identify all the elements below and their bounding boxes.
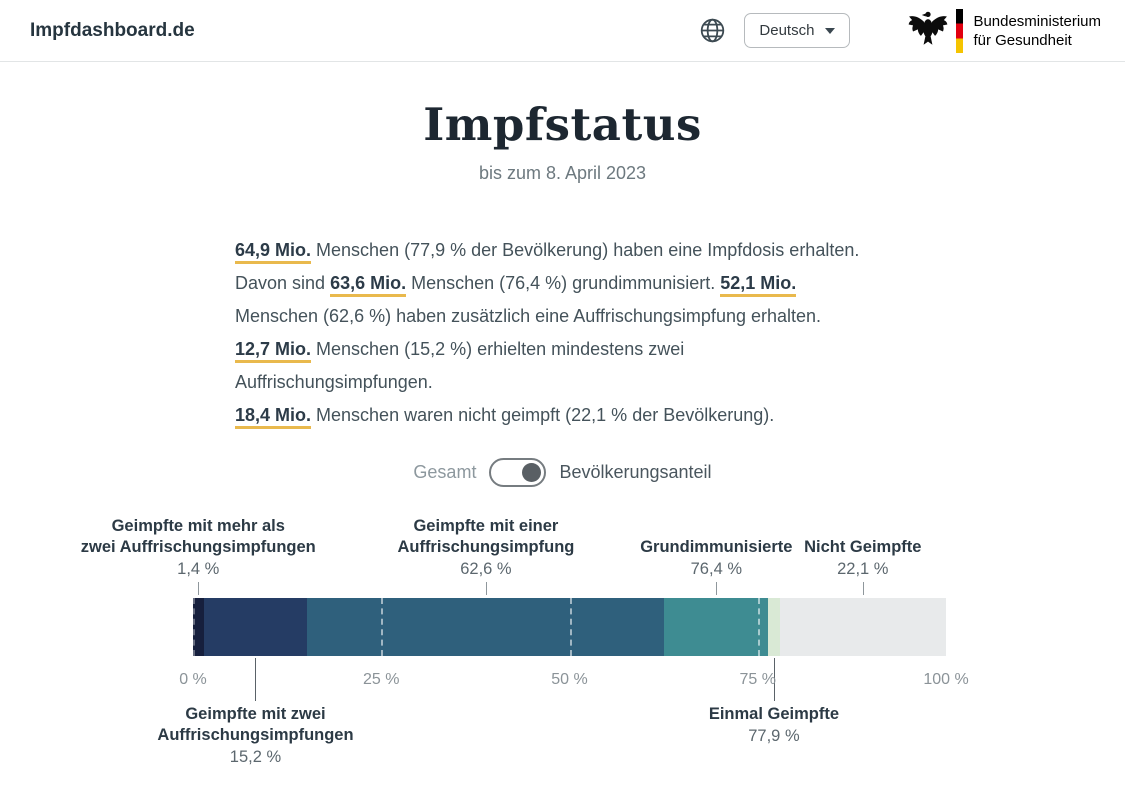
summary-segment: Davon sind <box>235 273 331 293</box>
toggle-switch[interactable] <box>489 458 547 487</box>
brand-logo[interactable]: Impfdashboard.de <box>30 19 195 41</box>
gridline <box>946 598 948 656</box>
axis-tick-label: 50 % <box>551 671 588 688</box>
highlighted-figure: 63,6 Mio. <box>330 273 407 297</box>
segment-tick <box>485 582 487 595</box>
summary-paragraph: 64,9 Mio. Menschen (77,9 % der Bevölkeru… <box>235 234 890 333</box>
segment-connector <box>773 658 775 701</box>
chevron-down-icon <box>825 27 836 34</box>
highlighted-figure: 18,4 Mio. <box>235 405 312 429</box>
vaccination-status-chart: Geimpfte mit mehr als zwei Auffrischungsi… <box>0 507 1125 779</box>
german-flag-bar <box>956 8 964 53</box>
segment-connector <box>255 658 257 701</box>
segment-label: Einmal Geimpfte 77,9 % <box>708 705 840 745</box>
main-content: Impfstatus bis zum 8. April 2023 64,9 Mi… <box>0 98 1125 779</box>
summary-segment: Menschen (77,9 % der Bevölkerung) haben … <box>311 240 860 260</box>
gridline <box>193 598 195 656</box>
chart-plot: Geimpfte mit mehr als zwei Auffrischungsi… <box>81 507 969 779</box>
ministry-logo: Bundesministerium für Gesundheit <box>906 6 1101 55</box>
bar-segment <box>307 598 665 656</box>
summary-segment: Menschen (76,4 %) grundimmunisiert. <box>406 273 721 293</box>
segment-tick <box>198 582 200 595</box>
globe-icon[interactable] <box>699 17 726 44</box>
bar-segment <box>664 598 769 656</box>
toggle-knob <box>522 463 542 482</box>
highlighted-figure: 52,1 Mio. <box>720 273 797 297</box>
summary-segment: Auffrischungsimpfungen. <box>235 372 433 392</box>
highlighted-figure: 12,7 Mio. <box>235 339 312 363</box>
ministry-name: Bundesministerium für Gesundheit <box>973 12 1101 49</box>
axis-tick-label: 25 % <box>363 671 400 688</box>
unit-toggle: Gesamt Bevölkerungsanteil <box>0 458 1125 487</box>
gridline <box>381 598 384 656</box>
header-right: Deutsch Bundesministerium für Gesundheit <box>699 6 1101 55</box>
summary-segment: Menschen waren nicht geimpft (22,1 % der… <box>311 405 775 425</box>
toggle-label-bevoelkerungsanteil: Bevölkerungsanteil <box>559 462 712 482</box>
axis-tick-label: 75 % <box>739 671 776 688</box>
bar-segment <box>779 598 946 656</box>
segment-label: Nicht Geimpfte 22,1 % <box>804 538 922 578</box>
segment-label: Geimpfte mit einer Auffrischungsimpfung 62… <box>397 517 575 578</box>
summary-segment: Menschen (62,6 %) haben zusätzlich eine … <box>235 306 822 326</box>
page-subtitle: bis zum 8. April 2023 <box>478 163 647 183</box>
language-selector[interactable]: Deutsch <box>744 13 851 48</box>
segment-label: Geimpfte mit zwei Auffrischungsimpfungen 1… <box>157 705 354 766</box>
highlighted-figure: 64,9 Mio. <box>235 240 312 264</box>
gridline <box>757 598 760 656</box>
bar-segment <box>203 598 308 656</box>
axis-tick-label: 0 % <box>179 671 207 688</box>
summary-text: 64,9 Mio. Menschen (77,9 % der Bevölkeru… <box>235 234 890 432</box>
summary-paragraph: 12,7 Mio. Menschen (15,2 %) erhielten mi… <box>235 333 890 399</box>
segment-tick <box>716 582 718 595</box>
summary-paragraph: 18,4 Mio. Menschen waren nicht geimpft (… <box>235 399 890 432</box>
summary-segment: Menschen (15,2 %) erhielten mindestens z… <box>311 339 685 359</box>
toggle-label-gesamt: Gesamt <box>413 462 477 482</box>
axis-tick-label: 100 % <box>923 671 969 688</box>
language-selector-label: Deutsch <box>759 22 815 39</box>
header: Impfdashboard.de Deutsch <box>0 0 1125 62</box>
segment-label: Grundimmunisierte 76,4 % <box>640 538 793 578</box>
segment-tick <box>862 582 864 595</box>
bar-segment <box>193 598 204 656</box>
page-title: Impfstatus <box>423 98 702 151</box>
bar-segment <box>768 598 780 656</box>
gridline <box>569 598 572 656</box>
segment-label: Geimpfte mit mehr als zwei Auffrischungsi… <box>80 517 316 578</box>
federal-eagle-icon <box>906 6 950 55</box>
